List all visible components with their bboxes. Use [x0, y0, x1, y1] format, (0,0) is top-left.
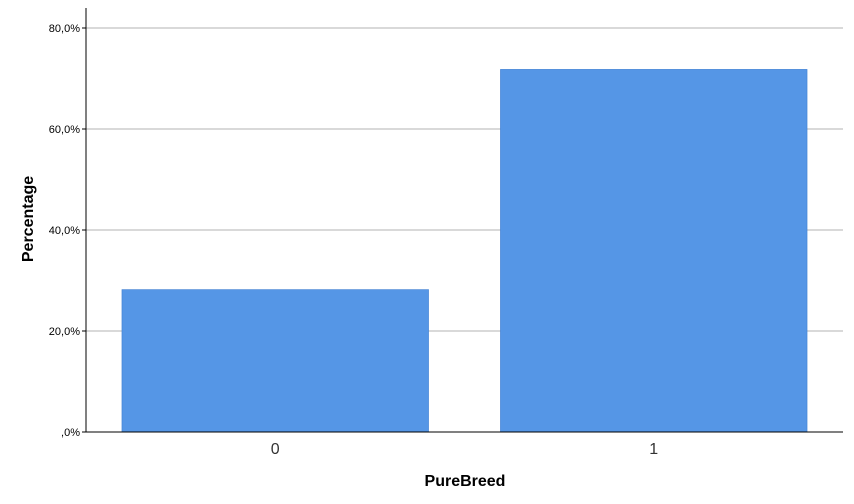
bar-1 — [500, 69, 808, 433]
y-tick-label: 40,0% — [49, 225, 80, 237]
bars — [121, 69, 808, 433]
y-tick-label: ,0% — [61, 427, 80, 439]
axes — [85, 8, 843, 433]
y-tick-label: 80,0% — [49, 23, 80, 35]
y-axis-title: Percentage — [20, 176, 37, 262]
y-tick-labels: ,0% 20,0% 40,0% 60,0% 80,0% — [49, 23, 86, 439]
y-tick-label: 20,0% — [49, 326, 80, 338]
y-tick-label: 60,0% — [49, 124, 80, 136]
x-axis-title: PureBreed — [425, 473, 506, 490]
bar-0 — [121, 289, 429, 433]
x-tick-label: 1 — [649, 441, 658, 458]
x-tick-label: 0 — [271, 441, 280, 458]
